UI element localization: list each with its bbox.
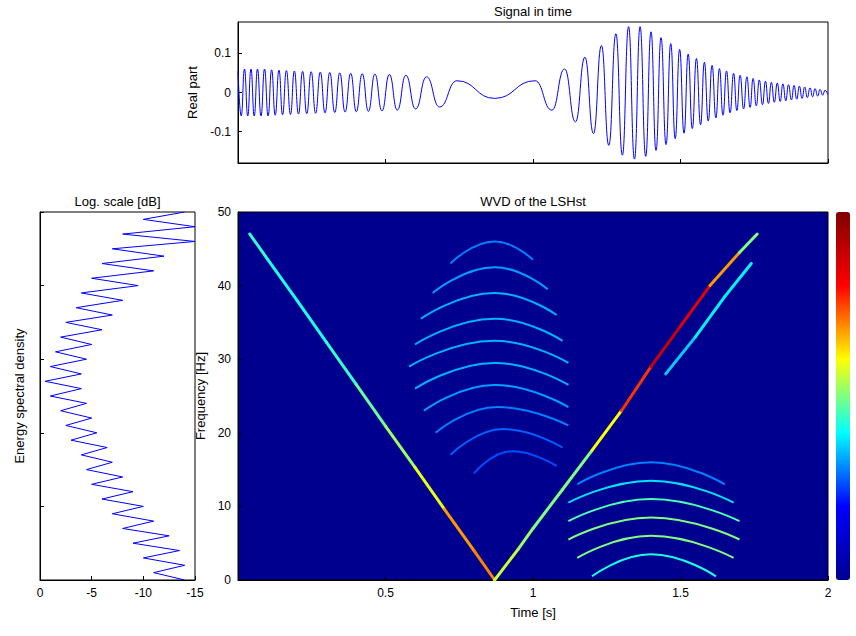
svg-text:-0.1: -0.1 bbox=[210, 125, 231, 139]
svg-text:2: 2 bbox=[825, 586, 832, 600]
svg-text:0.5: 0.5 bbox=[377, 586, 394, 600]
svg-text:1.5: 1.5 bbox=[672, 586, 689, 600]
svg-text:10: 10 bbox=[218, 499, 232, 513]
svg-text:-15: -15 bbox=[186, 586, 204, 600]
svg-text:0: 0 bbox=[224, 86, 231, 100]
svg-text:Log. scale [dB]: Log. scale [dB] bbox=[75, 194, 161, 209]
svg-text:Signal in time: Signal in time bbox=[494, 4, 572, 19]
svg-text:Energy spectral density: Energy spectral density bbox=[12, 328, 27, 464]
svg-text:-10: -10 bbox=[135, 586, 153, 600]
svg-text:40: 40 bbox=[218, 279, 232, 293]
svg-text:Frequency [Hz]: Frequency [Hz] bbox=[193, 352, 208, 440]
svg-text:30: 30 bbox=[218, 352, 232, 366]
svg-text:20: 20 bbox=[218, 426, 232, 440]
svg-text:1: 1 bbox=[530, 586, 537, 600]
svg-text:0: 0 bbox=[37, 586, 44, 600]
svg-text:0.1: 0.1 bbox=[214, 46, 231, 60]
svg-text:-5: -5 bbox=[86, 586, 97, 600]
svg-text:0: 0 bbox=[224, 573, 231, 587]
svg-text:Real part: Real part bbox=[185, 66, 200, 119]
svg-text:Time [s]: Time [s] bbox=[510, 605, 556, 620]
svg-text:WVD of the LSHst: WVD of the LSHst bbox=[480, 194, 586, 209]
svg-text:50: 50 bbox=[218, 205, 232, 219]
